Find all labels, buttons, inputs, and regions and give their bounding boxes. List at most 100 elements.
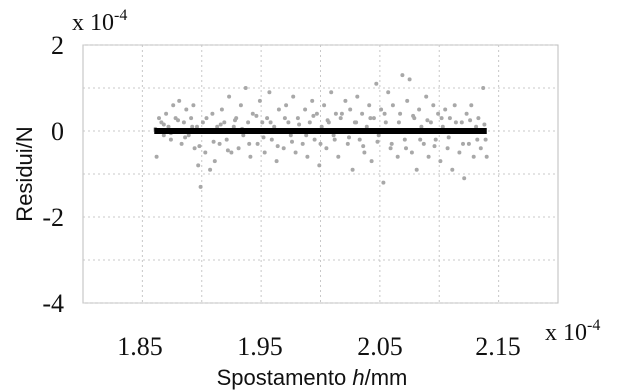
scatter-point bbox=[204, 116, 209, 121]
scatter-point bbox=[482, 122, 487, 127]
scatter-point bbox=[189, 116, 194, 121]
scatter-point bbox=[425, 118, 430, 123]
x-tick-label: 1.85 bbox=[117, 332, 163, 361]
scatter-point bbox=[208, 167, 213, 172]
scatter-point bbox=[312, 137, 317, 142]
scatter-point bbox=[324, 146, 329, 151]
scatter-point bbox=[284, 103, 289, 108]
scatter-point bbox=[368, 116, 373, 121]
scatter-point bbox=[411, 113, 416, 118]
scatter-point bbox=[203, 150, 208, 155]
scatter-point bbox=[418, 137, 423, 142]
scatter-point bbox=[396, 120, 401, 125]
scatter-point bbox=[191, 103, 196, 108]
scatter-point bbox=[236, 146, 241, 151]
scatter-point bbox=[255, 141, 260, 146]
scatter-point bbox=[250, 111, 255, 116]
scatter-point bbox=[195, 124, 199, 129]
x-tick-label: 2.05 bbox=[357, 332, 403, 361]
scatter-point bbox=[225, 148, 230, 153]
scatter-point bbox=[272, 124, 277, 129]
scatter-point bbox=[402, 137, 407, 142]
scatter-point bbox=[247, 141, 252, 146]
scatter-point bbox=[483, 137, 488, 142]
scatter-point bbox=[300, 141, 305, 146]
y-tick-label: 0 bbox=[51, 117, 64, 146]
scatter-point bbox=[446, 135, 451, 140]
scatter-point bbox=[303, 107, 308, 112]
scatter-point bbox=[350, 167, 355, 172]
scatter-point bbox=[164, 111, 169, 116]
scatter-point bbox=[398, 111, 403, 116]
scatter-point bbox=[432, 144, 437, 149]
scatter-point bbox=[171, 103, 176, 108]
scatter-point bbox=[400, 73, 405, 78]
scatter-point bbox=[375, 139, 380, 144]
scatter-point bbox=[376, 133, 381, 138]
scatter-point bbox=[338, 116, 343, 121]
scatter-point bbox=[450, 167, 455, 172]
scatter-point bbox=[390, 103, 395, 108]
x-tick-label: 2.15 bbox=[475, 332, 521, 361]
scatter-point bbox=[436, 111, 441, 116]
scatter-point bbox=[295, 116, 300, 121]
scatter-point bbox=[257, 98, 262, 103]
scatter-point bbox=[445, 146, 450, 151]
scatter-point bbox=[274, 159, 279, 164]
scatter-point bbox=[186, 133, 191, 138]
scatter-point bbox=[218, 122, 223, 127]
scatter-point bbox=[211, 139, 216, 144]
scatter-point bbox=[339, 111, 344, 116]
scatter-point bbox=[386, 90, 391, 95]
y-axis-label: Residui/N bbox=[12, 126, 37, 221]
scatter-point bbox=[367, 103, 372, 108]
scatter-point bbox=[419, 124, 424, 129]
scatter-point bbox=[238, 103, 243, 108]
scatter-point bbox=[269, 137, 274, 142]
scatter-point bbox=[389, 141, 394, 146]
scatter-point bbox=[440, 124, 445, 129]
grid bbox=[83, 44, 558, 304]
scatter-point bbox=[215, 124, 220, 129]
scatter-point bbox=[459, 120, 464, 125]
scatter-point bbox=[154, 154, 159, 159]
scatter-point bbox=[421, 141, 426, 146]
scatter-point bbox=[288, 133, 293, 138]
scatter-point bbox=[293, 150, 298, 155]
scatter-point bbox=[471, 154, 476, 159]
scatter-point bbox=[371, 116, 376, 121]
scatter-point bbox=[336, 154, 341, 159]
scatter-point bbox=[261, 135, 266, 140]
scatter-point bbox=[297, 122, 302, 127]
scatter-point bbox=[200, 120, 205, 125]
scatter-point bbox=[311, 113, 316, 118]
scatter-point bbox=[329, 90, 334, 95]
scatter-point bbox=[481, 86, 486, 90]
scatter-point bbox=[176, 118, 180, 123]
scatter-point bbox=[361, 144, 366, 149]
scatter-point bbox=[457, 150, 462, 155]
scatter-point bbox=[319, 124, 324, 129]
scatter-point bbox=[405, 98, 410, 103]
scatter-point bbox=[438, 159, 443, 164]
scatter-point bbox=[318, 141, 323, 146]
scatter-point bbox=[179, 141, 184, 146]
scatter-point bbox=[469, 103, 474, 108]
scatter-point bbox=[246, 120, 251, 125]
y-multiplier: x 10-4 bbox=[72, 7, 127, 36]
scatter-point bbox=[190, 124, 195, 129]
scatter-point bbox=[161, 133, 166, 138]
scatter-point bbox=[348, 107, 353, 112]
scatter-point bbox=[281, 146, 286, 151]
y-tick-label: 2 bbox=[51, 31, 64, 60]
scatter-point bbox=[304, 133, 309, 138]
scatter-point bbox=[217, 141, 222, 146]
y-tick-label: -2 bbox=[42, 203, 64, 232]
scatter-point bbox=[254, 113, 259, 118]
scatter-point bbox=[484, 154, 489, 159]
scatter-point bbox=[381, 180, 386, 185]
scatter-point bbox=[184, 107, 189, 112]
scatter-point bbox=[478, 146, 483, 151]
scatter-point bbox=[383, 120, 388, 125]
scatter-point bbox=[426, 154, 431, 159]
